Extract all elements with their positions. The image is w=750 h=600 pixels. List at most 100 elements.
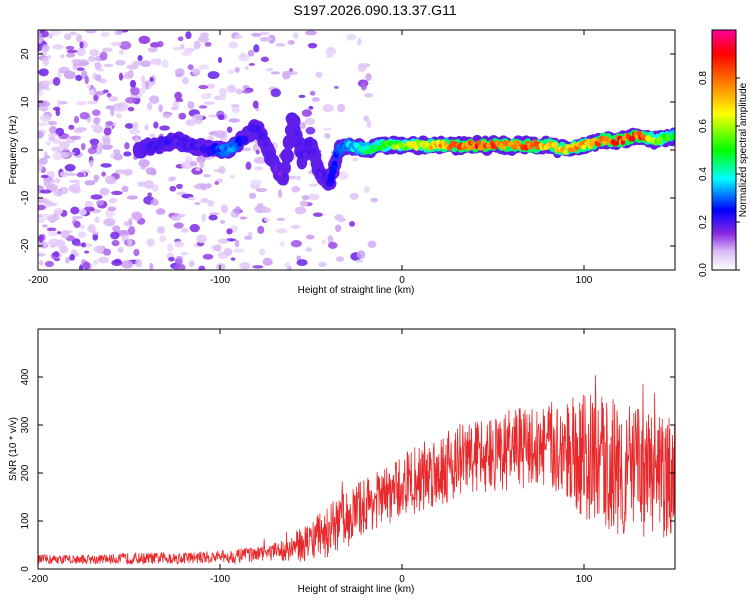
colorbar-tick-label: 0.2 — [698, 215, 709, 229]
noise-blob — [253, 44, 260, 53]
noise-blob — [176, 183, 183, 190]
noise-blob — [60, 54, 65, 59]
noise-blob — [158, 104, 163, 113]
noise-blob — [66, 49, 78, 54]
spectrogram-y-tick-label: -10 — [20, 190, 31, 205]
noise-blob — [69, 254, 75, 261]
noise-blob — [364, 93, 373, 98]
snr-x-tick-label: 100 — [576, 574, 593, 585]
noise-blob — [203, 101, 216, 105]
noise-blob — [357, 38, 362, 46]
noise-blob — [174, 240, 184, 248]
noise-blob — [127, 106, 135, 112]
noise-blob — [111, 259, 123, 267]
noise-blob — [290, 240, 302, 248]
noise-blob — [370, 197, 378, 203]
ridge-blob — [155, 140, 161, 146]
noise-blob — [335, 256, 344, 262]
noise-blob — [40, 114, 52, 122]
noise-blob — [103, 63, 114, 68]
ridge-blob — [563, 149, 569, 155]
noise-blob — [100, 31, 110, 38]
noise-blob — [127, 238, 133, 247]
noise-blob — [76, 67, 85, 72]
noise-blob — [198, 85, 209, 90]
noise-blob — [84, 180, 96, 186]
noise-blob — [337, 217, 346, 223]
noise-blob — [95, 74, 102, 82]
ridge-blob — [613, 140, 620, 146]
noise-blob — [238, 53, 250, 62]
noise-blob — [115, 113, 123, 119]
ridge-blob — [294, 130, 300, 137]
noise-blob — [173, 222, 184, 229]
noise-blob — [137, 54, 143, 62]
snr-series — [38, 375, 675, 566]
noise-blob — [71, 58, 83, 63]
noise-blob — [119, 102, 128, 106]
noise-blob — [45, 141, 52, 146]
noise-blob — [66, 172, 77, 177]
snr-x-label: Height of straight line (km) — [298, 584, 415, 595]
noise-blob — [111, 41, 122, 47]
noise-blob — [48, 33, 54, 39]
noise-blob — [198, 64, 209, 70]
noise-blob — [39, 51, 48, 56]
ridge-blob — [255, 125, 261, 132]
noise-blob — [138, 35, 151, 45]
noise-blob — [296, 255, 301, 261]
noise-blob — [167, 243, 174, 252]
noise-blob — [282, 70, 291, 80]
noise-blob — [321, 239, 327, 245]
noise-blob — [79, 111, 90, 120]
noise-blob — [214, 181, 219, 185]
noise-blob — [85, 30, 97, 34]
noise-blob — [234, 34, 243, 40]
snr-x-tick-label: -200 — [28, 574, 48, 585]
noise-blob — [255, 149, 260, 155]
noise-blob — [156, 226, 165, 234]
noise-blob — [169, 185, 177, 192]
noise-blob — [364, 186, 371, 194]
noise-blob — [137, 181, 146, 188]
noise-blob — [43, 178, 51, 188]
noise-blob — [93, 174, 99, 183]
noise-blob — [149, 262, 154, 270]
ridge-blob — [173, 137, 179, 144]
noise-blob — [101, 171, 106, 177]
noise-blob — [145, 167, 157, 175]
noise-blob — [140, 75, 146, 83]
noise-blob — [38, 165, 43, 172]
spectrogram-y-label: Frequency (Hz) — [8, 116, 19, 185]
noise-blob — [200, 183, 208, 191]
noise-blob — [55, 109, 61, 117]
ridge-blob — [317, 171, 323, 178]
noise-blob — [78, 264, 84, 270]
ridge-blob — [140, 144, 146, 151]
noise-blob — [252, 100, 259, 109]
noise-blob — [299, 200, 309, 207]
noise-blob — [296, 175, 301, 181]
noise-blob — [38, 68, 49, 77]
noise-blob — [73, 220, 81, 229]
noise-blob — [103, 127, 112, 136]
noise-blob — [228, 41, 238, 49]
noise-blob — [75, 74, 83, 82]
noise-blob — [98, 142, 104, 151]
noise-blob — [244, 66, 249, 70]
noise-blob — [199, 159, 205, 169]
noise-blob — [38, 106, 49, 112]
spectrogram-x-tick-label: 100 — [576, 275, 593, 286]
spectrogram-x-tick-label: 0 — [399, 275, 405, 286]
noise-blob — [149, 133, 156, 138]
noise-blob — [82, 261, 91, 270]
noise-blob — [298, 94, 306, 98]
noise-blob — [40, 174, 49, 179]
noise-blob — [226, 84, 237, 93]
spectrogram-y-tick-label: 10 — [20, 96, 31, 108]
noise-blob — [266, 68, 274, 72]
noise-blob — [52, 214, 60, 221]
ridge-blob — [263, 141, 269, 148]
noise-blob — [108, 197, 118, 204]
noise-blob — [87, 55, 96, 63]
